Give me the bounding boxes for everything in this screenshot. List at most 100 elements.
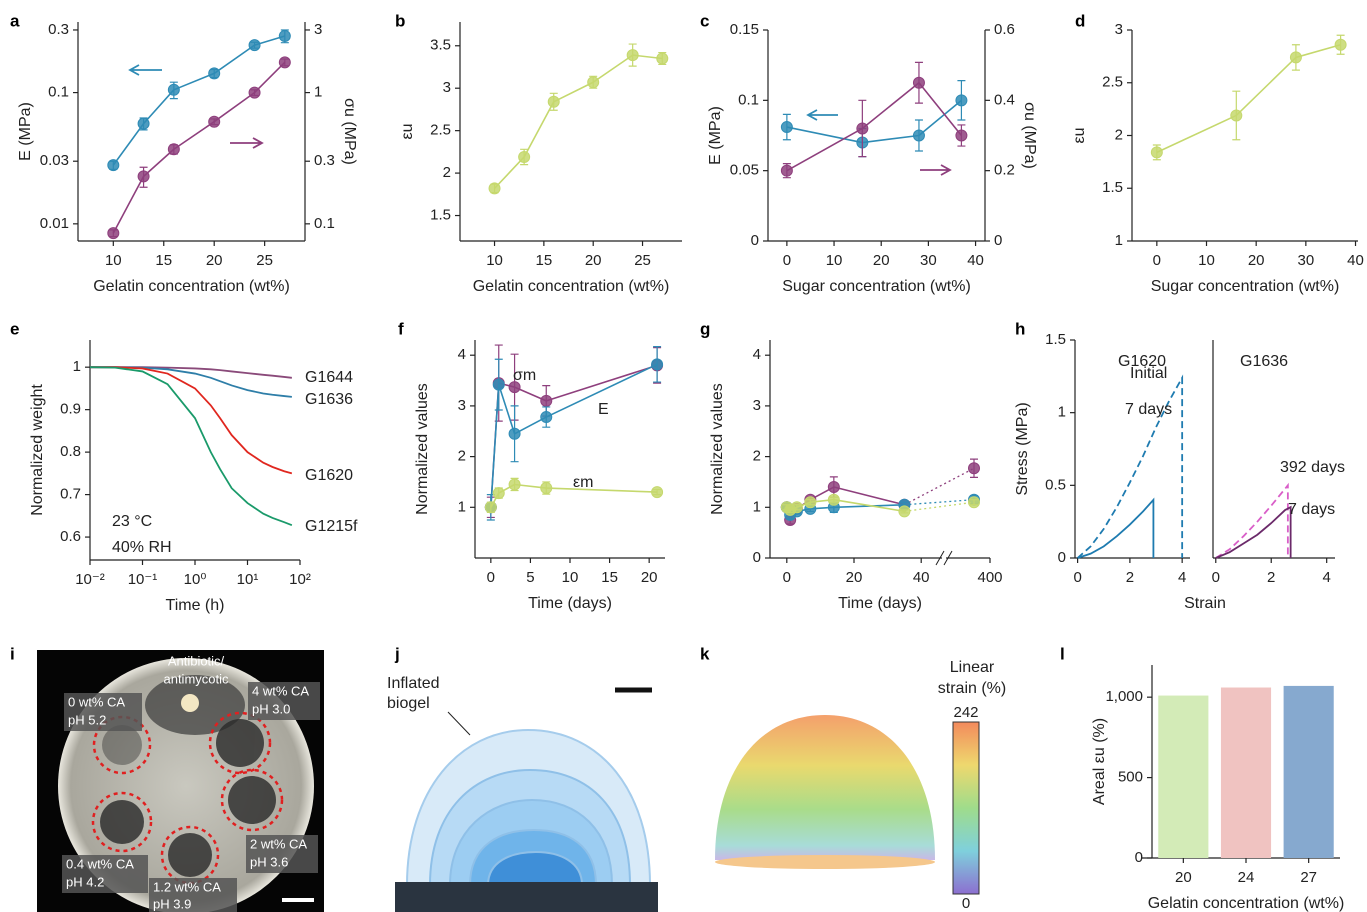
x-axis-label: Time (days) [838, 595, 922, 612]
line-segment [593, 55, 632, 82]
y-tick-label: 0.1 [48, 84, 69, 101]
y2-tick-label: 0.4 [994, 91, 1015, 108]
bar [1284, 686, 1334, 858]
line-segment [919, 100, 961, 135]
x-tick-label: 4 [1323, 569, 1331, 586]
series-label: 7 days [1288, 501, 1335, 518]
y-tick-label: 1 [1058, 404, 1066, 421]
marker [956, 95, 967, 106]
x-tick-label: 10 [486, 252, 503, 269]
marker [657, 53, 668, 64]
series-label: Initial [1130, 365, 1167, 382]
line [90, 367, 292, 525]
x-tick-label: 40 [1347, 252, 1364, 269]
y-tick-label: 0.5 [1045, 476, 1066, 493]
y-tick-label: 1.5 [1045, 331, 1066, 348]
label: pH 3.0 [252, 701, 290, 716]
colorbar-tick: 0 [962, 895, 970, 912]
line-segment [174, 122, 214, 150]
annotation: 40% RH [112, 539, 172, 556]
y-tick-label: 0.8 [60, 443, 81, 460]
y-tick-label: 3 [753, 397, 761, 414]
bubble [407, 730, 650, 885]
series-label: G1215f [305, 518, 358, 535]
marker [828, 482, 839, 493]
y-axis-label: Normalized values [709, 383, 726, 515]
marker [509, 428, 520, 439]
x-axis-label: Time (h) [166, 597, 225, 614]
x-tick-label: 10 [105, 252, 122, 269]
x-tick-label: 10⁻¹ [128, 571, 158, 588]
figure: i Antibiotic/ antimycotic 0 wt% CA pH 5.… [0, 0, 1367, 912]
strain-map [715, 715, 935, 860]
y-tick-label: 3 [458, 397, 466, 414]
marker [1231, 110, 1242, 121]
panel-letter: b [395, 11, 405, 30]
x-tick-label: 27 [1300, 869, 1317, 886]
x-tick-label: 30 [1298, 252, 1315, 269]
colorbar [953, 722, 979, 894]
x-tick-label: 10² [289, 571, 311, 588]
y2-tick-label: 0.1 [314, 215, 335, 232]
x-tick-label: 20 [846, 569, 863, 586]
marker [138, 171, 149, 182]
x-axis-label: Time (days) [528, 595, 612, 612]
y-tick-label: 2.5 [1102, 74, 1123, 91]
panel-letter: j [394, 644, 400, 663]
y-tick-label: 3 [1115, 21, 1123, 38]
x-tick-label: 2 [1126, 569, 1134, 586]
y-tick-label: 1.5 [430, 207, 451, 224]
label: 1.2 wt% CA [153, 879, 221, 894]
y-tick-label: 0 [751, 232, 759, 249]
x-tick-label: 4 [1178, 569, 1186, 586]
marker [168, 84, 179, 95]
marker [857, 123, 868, 134]
x-tick-label: 20 [641, 569, 658, 586]
line-segment [113, 176, 143, 233]
panel-letter: h [1015, 319, 1025, 338]
y2-tick-label: 3 [314, 21, 322, 38]
marker [541, 412, 552, 423]
x-tick-label: 15 [155, 252, 172, 269]
marker [509, 479, 520, 490]
marker [956, 130, 967, 141]
panel-letter: a [10, 11, 20, 30]
y2-tick-label: 0.6 [994, 21, 1015, 38]
line [90, 367, 292, 473]
marker [781, 165, 792, 176]
y-tick-label: 0.6 [60, 528, 81, 545]
label: 2 wt% CA [250, 836, 307, 851]
y-axis-label: Areal εu (%) [1091, 718, 1108, 805]
label: 4 wt% CA [252, 683, 309, 698]
colorbar-title: strain (%) [938, 680, 1006, 697]
annotation: 23 °C [112, 513, 152, 530]
marker [489, 183, 500, 194]
x-tick-label: 40 [967, 252, 984, 269]
bar [1158, 696, 1208, 858]
y-tick-label: 4 [753, 346, 761, 363]
y-tick-label: 0.1 [738, 91, 759, 108]
y-tick-label: 3 [443, 79, 451, 96]
panel-letter: c [700, 11, 709, 30]
marker [108, 160, 119, 171]
marker [969, 463, 980, 474]
marker [791, 502, 802, 513]
y-tick-label: 500 [1118, 769, 1143, 786]
line-segment [113, 124, 143, 166]
line-segment [495, 157, 525, 188]
y-tick-label: 1,000 [1105, 688, 1143, 705]
y-tick-label: 0 [1058, 549, 1066, 566]
line-segment [174, 73, 214, 89]
y-tick-label: 0 [1135, 849, 1143, 866]
label: biogel [387, 695, 430, 712]
y-axis-label: εu [1071, 127, 1088, 143]
marker [627, 50, 638, 61]
panel-letter: i [10, 644, 15, 663]
x-tick-label: 0 [1212, 569, 1220, 586]
bar [1221, 688, 1271, 858]
marker [485, 502, 496, 513]
panel-letter: e [10, 319, 19, 338]
marker [548, 96, 559, 107]
y-axis-label: Normalized values [414, 383, 431, 515]
x-tick-label: 24 [1238, 869, 1255, 886]
